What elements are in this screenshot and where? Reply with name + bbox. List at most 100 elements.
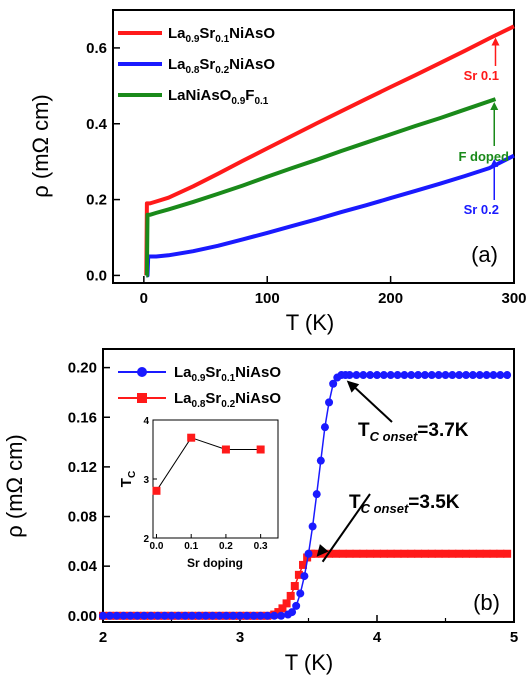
panel-a-xtick-label: 200	[378, 290, 403, 307]
panel-a-plot-frame	[113, 10, 514, 283]
panel-b-point-sr02	[400, 550, 408, 558]
panel-a-ytick-label: 0.2	[86, 192, 107, 209]
panel-b-point-sr01	[140, 612, 148, 620]
panel-b-point-sr02	[448, 550, 456, 558]
panel-b-xtick-label: 2	[99, 629, 107, 646]
annotation-fdoped: F doped	[458, 149, 509, 164]
panel-b-point-sr02	[476, 550, 484, 558]
inset-ylabel: TC	[118, 471, 138, 487]
panel-b-ytick-label: 0.16	[68, 409, 97, 426]
panel-b-point-sr02	[442, 550, 450, 558]
panel-b-point-sr01	[99, 612, 107, 620]
panel-b-point-sr01	[133, 612, 141, 620]
panel-b-point-sr02	[387, 550, 395, 558]
panel-a-annotations	[490, 38, 499, 200]
legend-label-fdoped: LaNiAsO0.9F0.1	[168, 87, 269, 107]
inset-ytick-label: 4	[143, 416, 149, 427]
inset-point	[222, 446, 230, 454]
panel-b-point-sr01	[263, 612, 271, 620]
panel-a-legend: La0.9Sr0.1NiAsO La0.8Sr0.2NiAsO LaNiAsO0…	[118, 25, 275, 107]
inset-xtick-label: 0.1	[184, 541, 198, 552]
panel-a-ticks: 0 100 200 300 0.0 0.2 0.4 0.6	[86, 40, 526, 307]
annotation-sr01: Sr 0.1	[464, 68, 499, 83]
panel-a-annotation-arrowhead-1	[490, 102, 498, 110]
panel-b-point-sr01	[257, 612, 265, 620]
panel-b-point-sr02	[380, 550, 388, 558]
panel-b-point-sr01	[181, 612, 189, 620]
legend-marker-b-sr02	[137, 393, 147, 403]
panel-b-label: (b)	[473, 590, 500, 615]
panel-b-ytick-label: 0.08	[68, 509, 97, 526]
panel-b-point-sr01	[305, 550, 313, 558]
panel-b-point-sr01	[496, 371, 504, 379]
panel-b-point-sr01	[106, 612, 114, 620]
panel-b-point-sr01	[455, 371, 463, 379]
panel-b-point-sr02	[462, 550, 470, 558]
panel-b-point-sr01	[188, 612, 196, 620]
panel-b-point-sr01	[387, 371, 395, 379]
panel-b-point-sr01	[317, 457, 325, 465]
panel-b-point-sr01	[442, 371, 450, 379]
panel-b-point-sr02	[339, 550, 347, 558]
panel-b-ytick-label: 0.20	[68, 360, 97, 377]
panel-b-point-sr01	[313, 490, 321, 498]
panel-b-legend: La0.9Sr0.1NiAsO La0.8Sr0.2NiAsO	[118, 364, 281, 410]
panel-b-point-sr02	[332, 550, 340, 558]
panel-a-ylabel: ρ (mΩ cm)	[28, 94, 53, 198]
panel-b-point-sr02	[421, 550, 429, 558]
panel-b-point-sr01	[168, 612, 176, 620]
panel-b-point-sr02	[428, 550, 436, 558]
panel-b-point-sr01	[229, 612, 237, 620]
panel-b-point-sr02	[489, 550, 497, 558]
annotation-sr02: Sr 0.2	[464, 202, 499, 217]
panel-b-point-sr01	[209, 612, 217, 620]
panel-b-point-sr01	[346, 371, 354, 379]
legend-marker-b-sr01	[137, 367, 147, 377]
inset-frame	[153, 420, 278, 538]
inset-point	[257, 446, 265, 454]
panel-b-point-sr01	[462, 371, 470, 379]
inset-xlabel: Sr doping	[187, 556, 243, 570]
panel-b-point-sr01	[202, 612, 210, 620]
panel-a-series-line-1	[146, 156, 514, 276]
annotation-tc-onset-37: TC onset=3.7K	[358, 420, 469, 444]
panel-b-point-sr02	[503, 550, 511, 558]
panel-b-point-sr02	[359, 550, 367, 558]
inset-xtick-label: 0.0	[150, 541, 164, 552]
panel-b-point-sr01	[428, 371, 436, 379]
panel-b-point-sr01	[215, 612, 223, 620]
panel-a-xtick-label: 0	[140, 290, 148, 307]
panel-b-point-sr01	[161, 612, 169, 620]
inset-ytick-label: 3	[143, 475, 149, 486]
panel-b-xtick-label: 3	[236, 629, 244, 646]
panel-b-point-sr02	[373, 550, 381, 558]
panel-b-xlabel: T (K)	[285, 650, 333, 675]
panel-b: 2 3 4 50.000.040.080.120.160.20 La0.9Sr0.1N…	[2, 349, 518, 675]
panel-b-point-sr02	[483, 550, 491, 558]
panel-b-annotation-arrow-0	[353, 386, 392, 422]
panel-a-xtick-label: 300	[501, 290, 526, 307]
inset-point	[152, 487, 160, 495]
legend-label-sr02: La0.8Sr0.2NiAsO	[168, 56, 275, 76]
panel-b-point-sr01	[435, 371, 443, 379]
panel-b-point-sr01	[400, 371, 408, 379]
inset-plot: 0.0 0.1 0.2 0.3234 Sr doping TC	[118, 416, 278, 570]
panel-b-point-sr01	[195, 612, 203, 620]
panel-b-point-sr01	[414, 371, 422, 379]
legend-label-b-sr01: La0.9Sr0.1NiAsO	[174, 364, 281, 384]
panel-a-xtick-label: 100	[255, 290, 280, 307]
panel-b-point-sr01	[366, 371, 374, 379]
panel-b-point-sr01	[126, 612, 134, 620]
panel-b-point-sr01	[174, 612, 182, 620]
panel-b-point-sr01	[120, 612, 128, 620]
panel-b-point-sr01	[483, 371, 491, 379]
panel-b-point-sr01	[421, 371, 429, 379]
panel-b-ytick-label: 0.04	[68, 558, 98, 575]
panel-b-point-sr01	[243, 612, 251, 620]
annotation-tc-onset-35: TC onset=3.5K	[349, 492, 460, 516]
panel-b-point-sr02	[435, 550, 443, 558]
panel-b-point-sr01	[325, 398, 333, 406]
panel-b-point-sr01	[503, 371, 511, 379]
panel-b-point-sr01	[222, 612, 230, 620]
